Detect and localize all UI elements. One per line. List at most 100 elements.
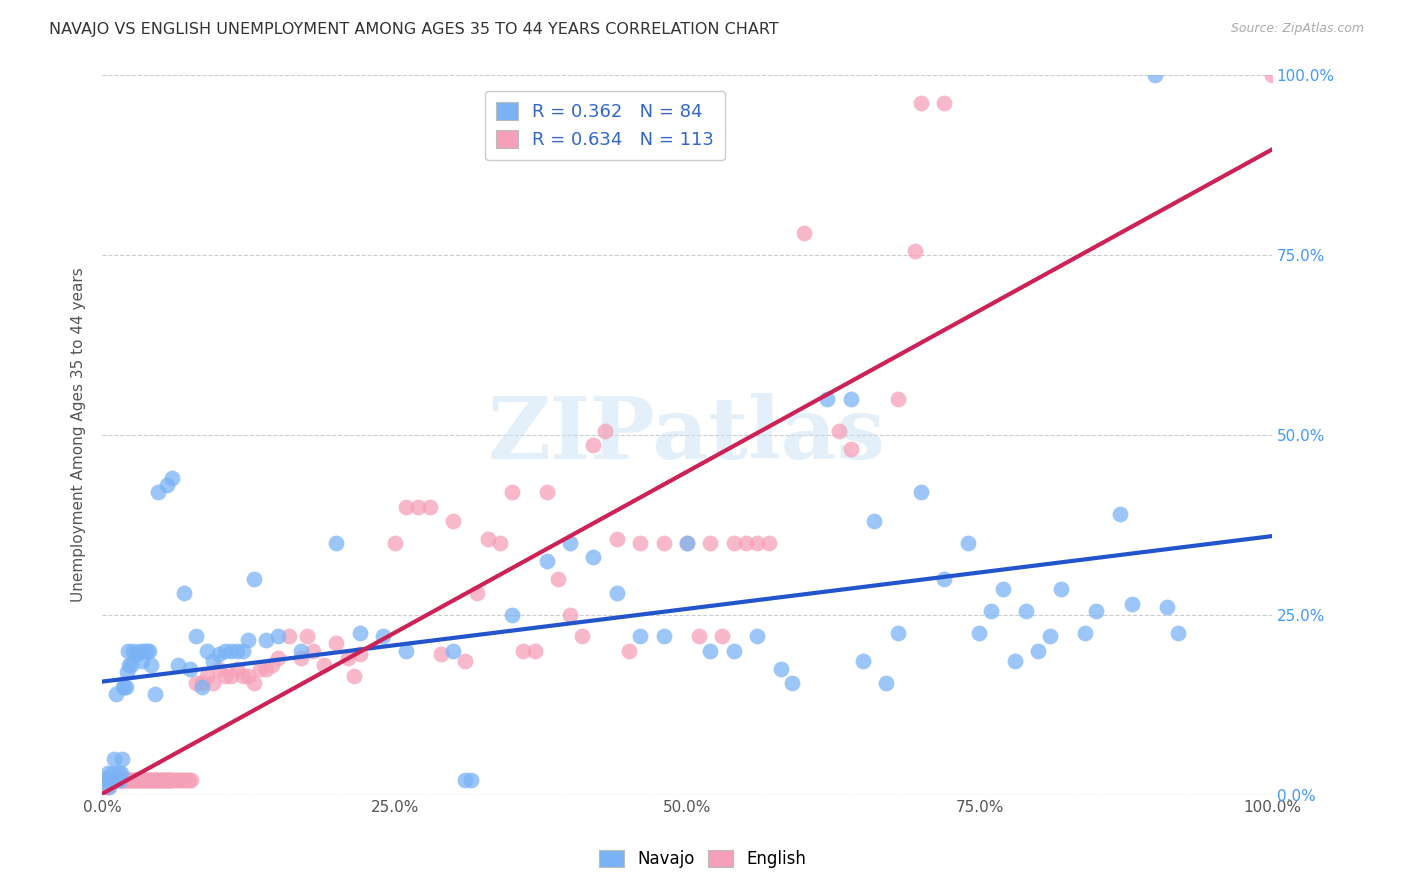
Point [1026,643,1049,657]
Point [184,629,207,643]
Point [127,773,149,788]
Point [290,643,312,657]
Text: NAVAJO VS ENGLISH UNEMPLOYMENT AMONG AGES 35 TO 44 YEARS CORRELATION CHART: NAVAJO VS ENGLISH UNEMPLOYMENT AMONG AGE… [49,22,779,37]
Point [606,532,628,546]
Point [676,535,699,549]
Point [197,643,219,657]
Point [170,773,193,788]
Point [980,604,1002,618]
Point [249,662,271,676]
Point [219,669,242,683]
Point [148,773,170,788]
Point [815,392,838,406]
Point [208,662,231,676]
Point [112,680,135,694]
Point [406,500,429,514]
Point [758,535,780,549]
Point [107,773,129,788]
Point [101,773,124,788]
Point [1074,625,1097,640]
Point [141,773,163,788]
Point [628,535,651,549]
Point [184,676,207,690]
Point [167,658,190,673]
Point [851,655,873,669]
Point [325,535,347,549]
Point [127,647,149,661]
Point [118,658,141,673]
Point [162,773,184,788]
Point [101,766,124,780]
Point [125,773,148,788]
Point [395,643,418,657]
Point [150,773,173,788]
Point [219,643,242,657]
Point [111,752,134,766]
Point [135,643,157,657]
Point [155,773,177,788]
Point [934,96,956,111]
Point [142,773,165,788]
Point [96,770,118,784]
Point [430,647,453,661]
Point [180,773,202,788]
Point [593,424,616,438]
Point [146,773,169,788]
Point [120,658,142,673]
Point [956,535,979,549]
Point [699,643,721,657]
Point [628,629,651,643]
Point [157,773,180,788]
Point [114,680,136,694]
Point [153,773,176,788]
Point [558,607,581,622]
Point [454,773,477,788]
Point [103,773,125,788]
Point [295,629,318,643]
Point [141,773,163,788]
Point [489,535,512,549]
Point [118,773,141,788]
Point [711,629,734,643]
Point [163,773,186,788]
Point [202,655,225,669]
Text: Source: ZipAtlas.com: Source: ZipAtlas.com [1230,22,1364,36]
Point [688,629,710,643]
Point [723,643,745,657]
Point [336,651,359,665]
Point [121,643,143,657]
Point [910,96,932,111]
Point [114,773,136,788]
Point [232,643,254,657]
Point [128,643,150,657]
Point [1015,604,1038,618]
Point [839,392,862,406]
Point [162,471,184,485]
Point [991,582,1014,597]
Point [176,773,198,788]
Text: ZIPatlas: ZIPatlas [488,392,886,476]
Point [138,773,160,788]
Point [314,658,336,673]
Point [238,669,260,683]
Point [160,773,183,788]
Point [747,629,769,643]
Point [886,625,908,640]
Point [152,773,174,788]
Point [571,629,593,643]
Point [652,629,675,643]
Point [243,572,266,586]
Point [105,773,128,788]
Point [134,643,156,657]
Point [1143,68,1166,82]
Point [134,773,156,788]
Point [136,773,159,788]
Point [676,535,699,549]
Point [111,773,134,788]
Point [886,392,908,406]
Point [782,676,804,690]
Point [124,647,146,661]
Point [606,586,628,600]
Point [349,625,371,640]
Point [139,773,162,788]
